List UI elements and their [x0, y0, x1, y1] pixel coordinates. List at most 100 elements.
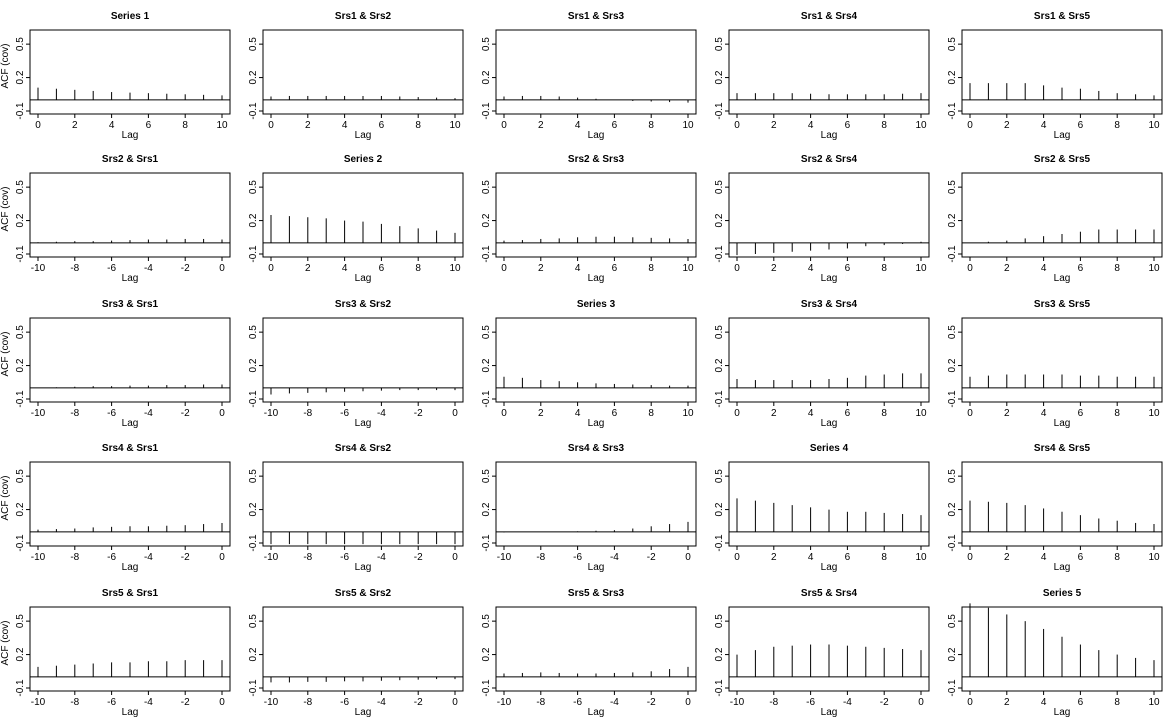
y-tick-label: -0.1: [248, 245, 259, 263]
plot-frame: [961, 606, 1163, 692]
x-axis-label: Lag: [1054, 130, 1071, 141]
x-tick-label: 6: [845, 408, 851, 419]
x-tick-label: 0: [219, 408, 225, 419]
plot-frame: [495, 29, 697, 115]
x-tick-label: 8: [1114, 120, 1120, 131]
y-axis-label: ACF (cov): [0, 621, 11, 666]
y-tick-label: -0.1: [947, 102, 958, 120]
acf-panel: Srs1 & Srs5 -0.1 0.2 0.5 0 2 4 6 8 10 Lag: [947, 11, 1163, 141]
x-tick-label: 10: [1148, 552, 1160, 563]
y-tick-label: 0.5: [248, 37, 259, 51]
x-tick-label: -10: [264, 697, 279, 708]
y-tick-label: 0.2: [15, 213, 26, 227]
y-axis-label: ACF (cov): [0, 476, 11, 521]
y-tick-label: -0.1: [15, 102, 26, 120]
panel-title: Srs4 & Srs1: [102, 443, 159, 454]
acf-panel: Srs4 & Srs2 -0.1 0.2 0.5 -10 -8 -6 -4 -2 0 Lag: [248, 443, 464, 573]
x-tick-label: 0: [918, 697, 924, 708]
x-axis-label: Lag: [122, 418, 139, 429]
x-tick-label: 2: [1004, 263, 1010, 274]
panel-title: Srs2 & Srs3: [568, 154, 625, 165]
x-axis-label: Lag: [588, 273, 605, 284]
y-tick-label: -0.1: [947, 245, 958, 263]
x-tick-label: -8: [70, 408, 79, 419]
x-tick-label: -8: [769, 697, 778, 708]
x-axis-label: Lag: [122, 130, 139, 141]
x-tick-label: 4: [1041, 120, 1047, 131]
x-tick-label: 8: [1114, 263, 1120, 274]
x-tick-label: 0: [452, 552, 458, 563]
plot-frame: [29, 606, 231, 692]
y-tick-label: -0.1: [248, 679, 259, 697]
y-tick-label: 0.5: [248, 469, 259, 483]
x-tick-label: 6: [1078, 120, 1084, 131]
x-tick-label: 2: [1004, 697, 1010, 708]
y-tick-label: 0.5: [481, 37, 492, 51]
y-tick-label: 0.2: [15, 70, 26, 84]
plot-frame: [262, 461, 464, 547]
x-tick-label: 0: [734, 263, 740, 274]
y-tick-label: 0.5: [248, 614, 259, 628]
y-tick-label: 0.2: [481, 213, 492, 227]
x-tick-label: -6: [806, 697, 815, 708]
x-tick-label: 0: [967, 552, 973, 563]
y-tick-label: 0.2: [714, 502, 725, 516]
y-tick-label: 0.2: [15, 647, 26, 661]
x-tick-label: -8: [303, 408, 312, 419]
x-tick-label: 10: [682, 408, 694, 419]
x-tick-label: 10: [915, 552, 927, 563]
y-tick-label: 0.2: [947, 502, 958, 516]
x-tick-label: 4: [575, 120, 581, 131]
x-tick-label: 10: [915, 120, 927, 131]
x-tick-label: -8: [536, 697, 545, 708]
panel-title: Srs3 & Srs1: [102, 299, 159, 310]
y-tick-label: -0.1: [714, 534, 725, 552]
x-axis-label: Lag: [355, 562, 372, 573]
x-tick-label: -10: [497, 697, 512, 708]
y-tick-label: 0.5: [714, 180, 725, 194]
x-tick-label: -2: [181, 697, 190, 708]
x-tick-label: 4: [342, 120, 348, 131]
y-tick-label: 0.2: [248, 502, 259, 516]
y-tick-label: -0.1: [481, 245, 492, 263]
x-tick-label: 6: [612, 263, 618, 274]
x-tick-label: 2: [72, 120, 78, 131]
acf-panel: Series 2 -0.1 0.2 0.5 0 2 4 6 8 10 Lag: [248, 154, 464, 284]
panel-title: Srs4 & Srs2: [335, 443, 392, 454]
x-tick-label: 10: [915, 408, 927, 419]
x-tick-label: 8: [648, 408, 654, 419]
plot-frame: [728, 29, 930, 115]
acf-panel: Srs3 & Srs4 -0.1 0.2 0.5 0 2 4 6 8 10 Lag: [714, 299, 930, 429]
x-tick-label: -4: [843, 697, 852, 708]
acf-panel: Srs2 & Srs4 -0.1 0.2 0.5 0 2 4 6 8 10 Lag: [714, 154, 930, 284]
x-tick-label: -10: [31, 408, 46, 419]
panel-title: Srs2 & Srs1: [102, 154, 159, 165]
x-tick-label: -6: [573, 697, 582, 708]
y-axis-label: ACF (cov): [0, 44, 11, 89]
x-tick-label: 0: [219, 697, 225, 708]
x-tick-label: 0: [501, 120, 507, 131]
x-tick-label: 2: [305, 120, 311, 131]
plot-frame: [961, 317, 1163, 403]
y-tick-label: 0.2: [714, 213, 725, 227]
x-axis-label: Lag: [355, 130, 372, 141]
x-tick-label: -10: [264, 552, 279, 563]
x-tick-label: 0: [734, 552, 740, 563]
y-tick-label: -0.1: [15, 245, 26, 263]
y-tick-label: 0.5: [947, 180, 958, 194]
y-tick-label: 0.5: [714, 325, 725, 339]
x-tick-label: 8: [1114, 408, 1120, 419]
x-tick-label: 10: [1148, 120, 1160, 131]
acf-panel: Srs4 & Srs1 -0.1 0.2 0.5 ACF (cov) -10 -8 -6 -4 -…: [0, 443, 231, 573]
x-tick-label: 8: [182, 120, 188, 131]
y-tick-label: 0.2: [714, 647, 725, 661]
x-axis-label: Lag: [122, 562, 139, 573]
y-tick-label: -0.1: [947, 390, 958, 408]
x-axis-label: Lag: [1054, 707, 1071, 718]
x-tick-label: -8: [536, 552, 545, 563]
y-tick-label: 0.5: [714, 469, 725, 483]
x-tick-label: 8: [881, 408, 887, 419]
x-tick-label: -2: [880, 697, 889, 708]
y-tick-label: 0.2: [248, 358, 259, 372]
x-tick-label: 6: [845, 263, 851, 274]
